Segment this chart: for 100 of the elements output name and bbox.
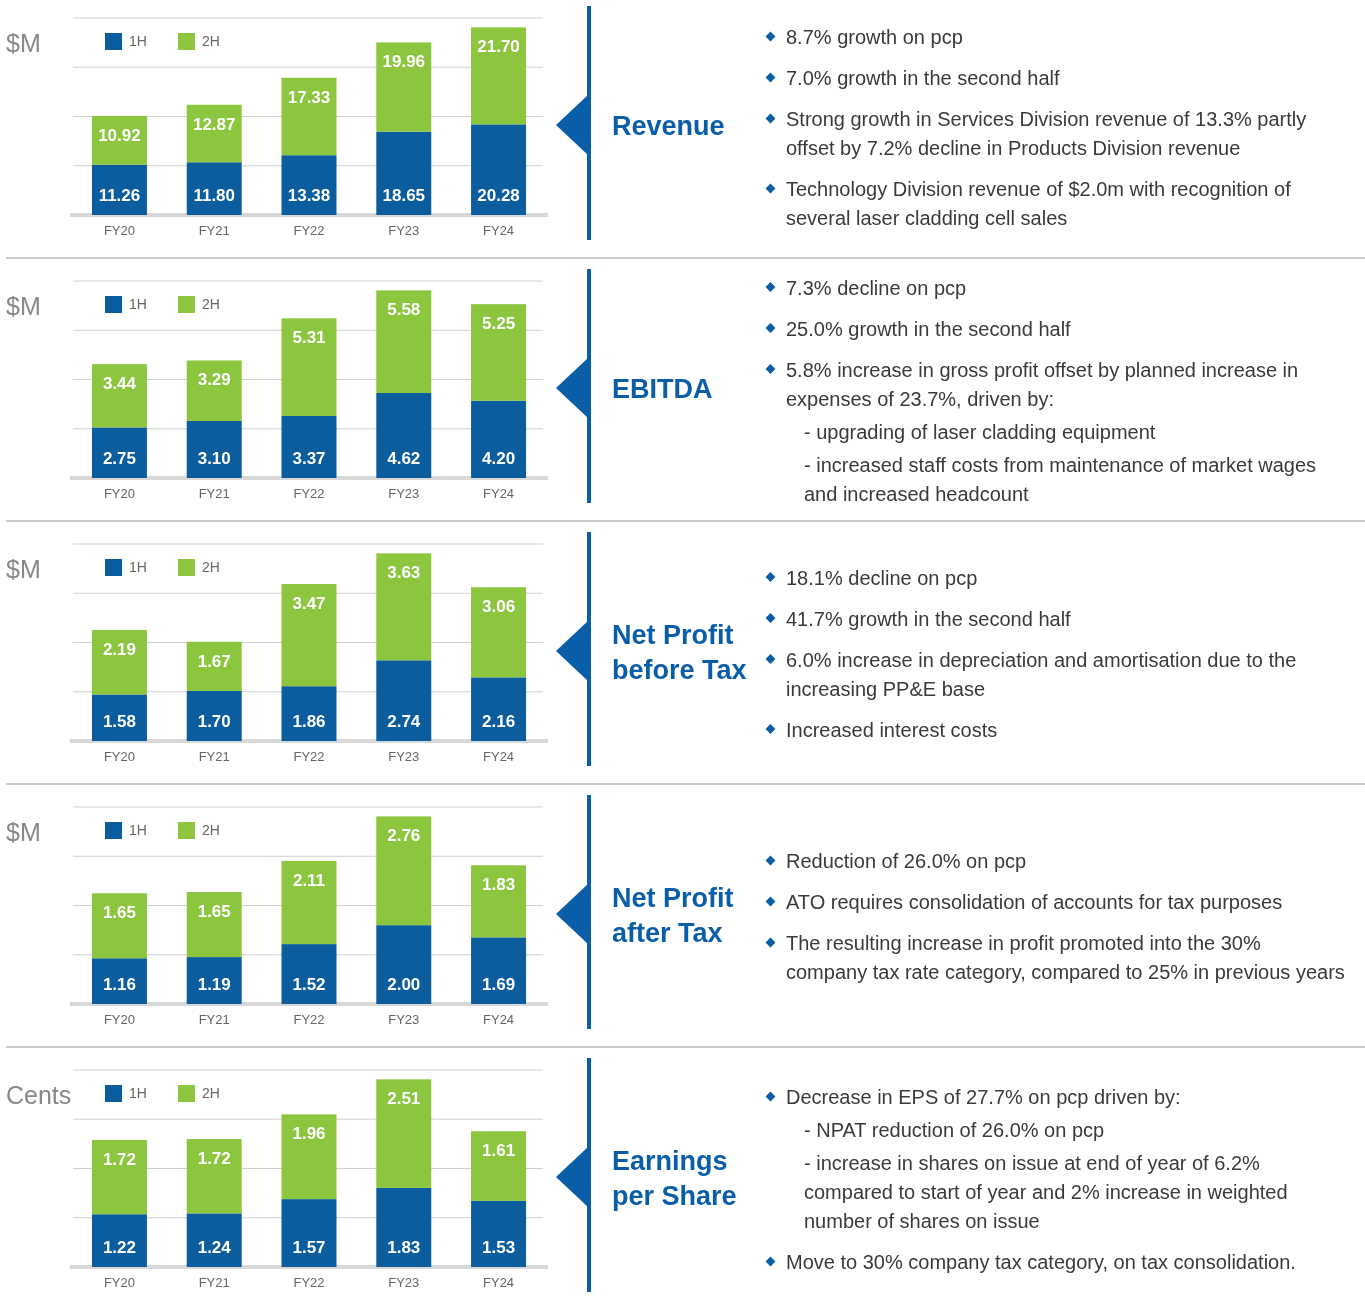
x-tick-label: FY20 xyxy=(103,486,135,501)
bar xyxy=(376,131,432,215)
text: Net Profit after Tax xyxy=(612,882,734,948)
data-label: 4.62 xyxy=(387,449,421,468)
bar xyxy=(186,641,242,691)
data-label: 11.80 xyxy=(193,186,236,205)
data-label: 4.20 xyxy=(482,449,516,468)
y-axis-title: Cents xyxy=(6,1081,72,1109)
text: The resulting increase in profit promoted into the 30% company tax rate category, compared to 25% in previous years xyxy=(786,932,1345,983)
data-label: 1.69 xyxy=(482,975,516,994)
data-label: 3.29 xyxy=(197,370,231,390)
text: Decrease in EPS of 27.7% on pcp driven by: xyxy=(786,1086,1181,1108)
data-label: 1.65 xyxy=(102,903,136,923)
bar xyxy=(376,660,432,741)
legend-label: 1H xyxy=(129,559,147,575)
data-label: 5.31 xyxy=(292,328,326,348)
bar xyxy=(281,944,337,1004)
x-tick-label: FY23 xyxy=(388,486,420,501)
legend-label: 1H xyxy=(129,296,147,312)
bar xyxy=(471,400,527,478)
bar xyxy=(186,690,242,741)
legend-label: 2H xyxy=(202,822,220,838)
bar xyxy=(186,892,242,958)
data-label: 1.19 xyxy=(197,975,231,994)
data-label: 5.58 xyxy=(387,300,421,320)
text: 6.0% increase in depreciation and amortisation due to the increasing PP&E base xyxy=(786,648,1297,700)
text: Revenue xyxy=(612,111,725,141)
data-label: 1.83 xyxy=(387,1238,421,1257)
bar xyxy=(281,860,337,945)
data-label: 1.52 xyxy=(292,975,326,994)
bar xyxy=(281,584,337,687)
bar xyxy=(186,420,242,478)
bar xyxy=(376,393,432,478)
data-label: 1.22 xyxy=(102,1238,136,1257)
legend-label: 1H xyxy=(129,33,147,49)
x-tick-label: FY24 xyxy=(483,486,515,501)
y-axis-title: $M xyxy=(6,292,41,320)
x-tick-label: FY23 xyxy=(388,749,420,764)
text: 7.0% growth in the second half xyxy=(786,67,1060,89)
text: Increased interest costs xyxy=(786,718,998,741)
x-tick-label: FY22 xyxy=(293,1275,325,1290)
bar xyxy=(91,1214,147,1267)
bar xyxy=(91,427,147,478)
data-label: 3.06 xyxy=(482,597,516,617)
bar xyxy=(186,104,242,163)
x-tick-label: FY24 xyxy=(483,749,515,764)
x-tick-label: FY20 xyxy=(103,223,135,238)
bar xyxy=(471,677,527,741)
x-tick-label: FY23 xyxy=(388,223,420,238)
data-label: 1.53 xyxy=(482,1238,516,1257)
bar xyxy=(186,162,242,215)
text: 8.7% growth on pcp xyxy=(786,26,963,48)
data-label: 1.96 xyxy=(292,1124,326,1144)
data-label: 3.37 xyxy=(292,449,326,468)
legend-label: 1H xyxy=(129,822,147,838)
text: Net Profit before Tax xyxy=(612,619,747,685)
bar xyxy=(281,1114,337,1200)
data-label: 1.57 xyxy=(292,1238,326,1257)
x-tick-label: FY22 xyxy=(293,749,325,764)
bar xyxy=(471,27,527,125)
data-label: 3.44 xyxy=(102,374,137,394)
x-tick-label: FY24 xyxy=(483,1012,515,1027)
bar xyxy=(471,587,527,678)
legend-label: 2H xyxy=(202,1085,220,1101)
legend-label: 1H xyxy=(129,1085,147,1101)
bar xyxy=(281,318,337,417)
bar xyxy=(186,957,242,1004)
data-label: 17.33 xyxy=(287,87,331,107)
x-tick-label: FY22 xyxy=(293,223,325,238)
data-label: 1.16 xyxy=(102,975,136,994)
data-label: 1.83 xyxy=(482,875,516,895)
data-label: 20.28 xyxy=(477,186,520,205)
bar xyxy=(186,1213,242,1267)
bar xyxy=(376,1187,432,1267)
bar xyxy=(91,629,147,695)
data-label: 1.72 xyxy=(102,1149,136,1169)
bar xyxy=(471,865,527,938)
x-tick-label: FY21 xyxy=(198,223,230,238)
y-axis-title: $M xyxy=(6,555,41,583)
data-label: 2.76 xyxy=(387,826,421,846)
legend-label: 2H xyxy=(202,559,220,575)
text: - NPAT reduction of 26.0% on pcp xyxy=(804,1119,1105,1141)
bar xyxy=(471,937,527,1004)
data-label: 19.96 xyxy=(382,52,426,72)
data-label: 2.19 xyxy=(102,639,136,659)
bar xyxy=(186,1139,242,1214)
bar xyxy=(91,893,147,959)
text: - increased staff costs from maintenance of market wages and increased headcount xyxy=(804,453,1317,505)
text: - increase in shares on issue at end of year of 6.2% compared to start of year and 2% increase in weighted number of shares on issue xyxy=(804,1152,1288,1232)
text: 5.8% increase in gross profit offset by planned increase in expenses of 23.7%, driven by: xyxy=(786,358,1299,410)
text: 7.3% decline on pcp xyxy=(786,276,967,299)
text: - upgrading of laser cladding equipment xyxy=(804,420,1156,443)
data-label: 2.11 xyxy=(292,870,326,890)
y-axis-title: $M xyxy=(6,818,41,846)
bar xyxy=(91,1139,147,1215)
text: Reduction of 26.0% on pcp xyxy=(786,850,1027,872)
data-label: 1.67 xyxy=(197,651,231,671)
x-tick-label: FY21 xyxy=(198,1012,230,1027)
text: 18.1% decline on pcp xyxy=(786,566,978,589)
data-label: 1.72 xyxy=(197,1149,231,1169)
